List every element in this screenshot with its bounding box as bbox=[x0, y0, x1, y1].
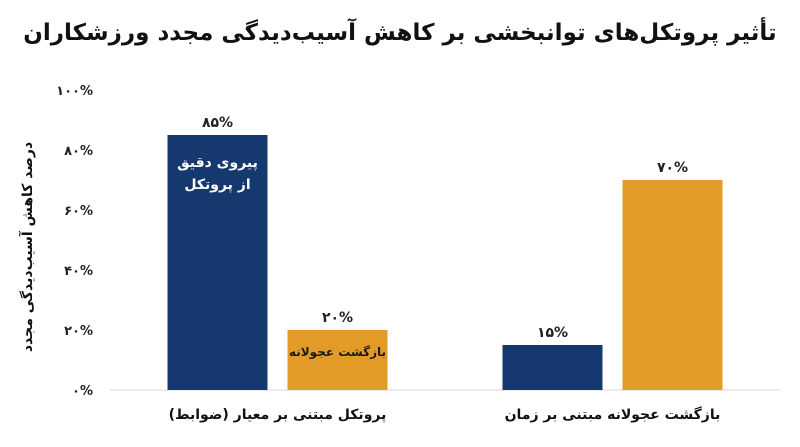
y-tick-label: ۶۰% bbox=[64, 204, 93, 219]
bar-annotation: از پروتکل bbox=[184, 177, 250, 193]
bar-orange bbox=[287, 330, 388, 390]
bar-annotation: پیروی دقیق bbox=[177, 155, 258, 171]
x-category-label: پروتکل مبتنی بر معیار (ضوابط) bbox=[169, 407, 387, 423]
bar-blue bbox=[502, 345, 603, 390]
bar-value-label: ۲۰% bbox=[322, 310, 353, 326]
y-tick-label: ۰% bbox=[72, 384, 93, 399]
x-category-label: بازگشت عجولانه مبتنی بر زمان bbox=[505, 406, 721, 423]
y-tick-label: ۱۰۰% bbox=[56, 84, 93, 99]
bar-orange bbox=[622, 180, 723, 390]
bar-blue bbox=[167, 135, 268, 390]
bar-value-label: ۷۰% bbox=[657, 160, 688, 176]
bar-annotation: بازگشت عجولانه bbox=[289, 345, 386, 360]
bar-value-label: ۱۵% bbox=[537, 325, 568, 341]
chart-title: تأثیر پروتکل‌های توانبخشی بر کاهش آسیب‌د… bbox=[23, 20, 777, 46]
y-tick-label: ۴۰% bbox=[64, 264, 93, 279]
y-tick-label: ۲۰% bbox=[64, 324, 93, 339]
bar-value-label: ۸۵% bbox=[202, 115, 233, 131]
y-tick-label: ۸۰% bbox=[64, 144, 93, 159]
